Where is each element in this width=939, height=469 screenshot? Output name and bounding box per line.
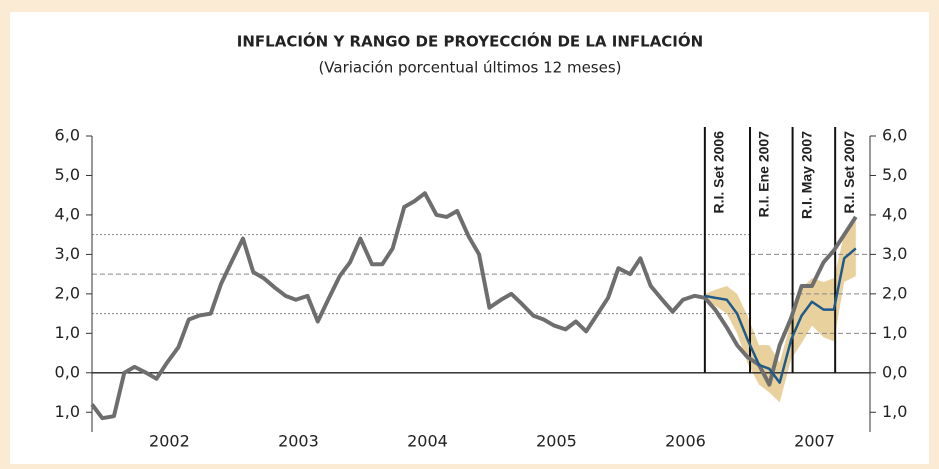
y-tick-label: 1,0 — [55, 323, 80, 342]
y-tick-label: 1,0 — [55, 402, 80, 421]
x-tick-label: 2002 — [149, 432, 190, 451]
y2-tick-label: 4,0 — [882, 204, 907, 223]
x-tick-label: 2007 — [794, 432, 835, 451]
chart-title: INFLACIÓN Y RANGO DE PROYECCIÓN DE LA IN… — [237, 32, 703, 51]
x-tick-label: 2005 — [536, 432, 577, 451]
y-tick-label: 4,0 — [55, 204, 80, 223]
annotation-label: R.I. May 2007 — [798, 131, 814, 219]
annotation-label: R.I. Ene 2007 — [756, 131, 772, 218]
y2-tick-label: 5,0 — [882, 165, 907, 184]
y-tick-label: 2,0 — [55, 283, 80, 302]
y2-tick-label: 6,0 — [882, 126, 907, 145]
y2-tick-label: 1,0 — [882, 323, 907, 342]
series-line — [704, 247, 857, 384]
series-line — [90, 191, 858, 421]
y2-tick-label: 0,0 — [882, 362, 907, 381]
chart-subtitle: (Variación porcentual últimos 12 meses) — [318, 59, 621, 77]
y-tick-label: 0,0 — [55, 362, 80, 381]
x-tick-label: 2004 — [407, 432, 448, 451]
annotation-label: R.I. Set 2006 — [711, 131, 727, 214]
annotation-label: R.I. Set 2007 — [841, 131, 857, 214]
y2-tick-label: 2,0 — [882, 283, 907, 302]
y-tick-label: 5,0 — [55, 165, 80, 184]
y-tick-label: 3,0 — [55, 244, 80, 263]
x-tick-label: 2006 — [665, 432, 706, 451]
y2-tick-label: 1,0 — [882, 402, 907, 421]
y-tick-label: 6,0 — [55, 126, 80, 145]
y2-tick-label: 3,0 — [882, 244, 907, 263]
x-tick-label: 2003 — [278, 432, 319, 451]
